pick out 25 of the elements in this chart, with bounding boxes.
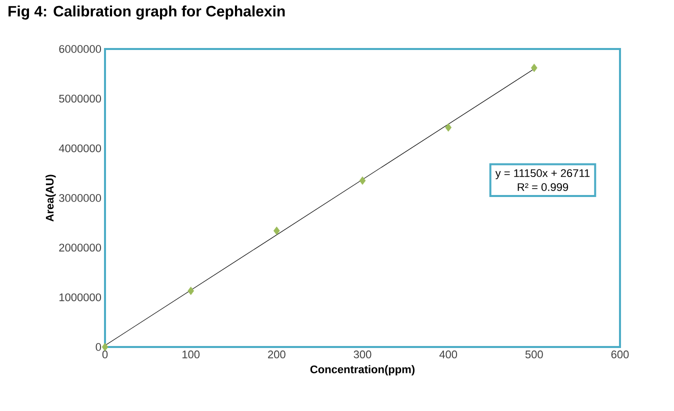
x-tick-label: 500 (525, 350, 543, 358)
y-tick-label: 0 (96, 343, 102, 351)
y-tick-label: 4000000 (58, 144, 102, 152)
y-tick-label: 1000000 (59, 293, 102, 302)
point (445, 123, 452, 132)
point (530, 64, 538, 72)
point (102, 342, 108, 352)
x-tick-label: 400 (439, 350, 458, 358)
y-tick-label: 6000000 (59, 45, 102, 53)
x-tick-label: 100 (182, 350, 200, 358)
x-tick-label: 200 (268, 350, 286, 358)
y-tick-label: 3000000 (59, 194, 102, 202)
x-tick-label: 600 (611, 350, 629, 358)
annotation: R² = 0.999 (518, 183, 568, 192)
chart-title: Fig 4: Calibration graph for Cephalexin (8, 6, 285, 20)
y-tick-label: 5000000 (59, 94, 102, 103)
annotation: y = 11150x + 26711 (495, 169, 590, 180)
point (359, 176, 366, 185)
x-tick-label: 300 (354, 350, 372, 358)
y-axis-title: Area(AU) (46, 174, 56, 222)
x-tick-label: 0 (102, 350, 108, 358)
x-axis-title: Concentration(ppm) (310, 365, 415, 376)
point (273, 226, 280, 235)
point (188, 286, 194, 296)
y-tick-label: 2000000 (59, 244, 102, 252)
